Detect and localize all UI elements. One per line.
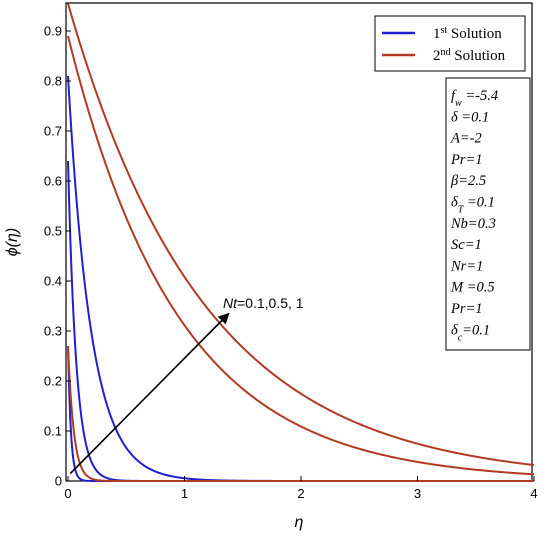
annotation-label: Nt=0.1,0.5, 1 — [223, 295, 304, 311]
x-tick-label: 0 — [64, 486, 71, 501]
y-tick-label: 0.6 — [44, 174, 62, 189]
series-second-solution-line-5 — [67, 35, 535, 476]
curves-group — [67, 3, 535, 482]
parameter-line: Pr=1 — [450, 301, 483, 317]
legend-label-2: 2nd Solution — [433, 47, 506, 65]
legend: 1st Solution 2nd Solution — [374, 15, 526, 72]
y-tick-label: 0.9 — [44, 24, 62, 39]
x-tick-label: 4 — [530, 486, 537, 501]
parameter-line: δ =0.1 — [451, 109, 489, 125]
parameter-line: A=-2 — [450, 131, 482, 147]
x-axis-ticks: 0 1 2 3 4 — [64, 476, 538, 501]
y-tick-label: 0.7 — [44, 124, 62, 139]
y-tick-label: 0 — [55, 474, 62, 489]
y-axis-ticks: 0 0.1 0.2 0.3 0.4 0.5 0.6 0.7 0.8 0.9 — [44, 24, 71, 489]
parameter-line: δc=0.1 — [451, 322, 490, 343]
parameter-line: δT =0.1 — [451, 195, 495, 216]
y-tick-label: 0.1 — [44, 424, 62, 439]
x-axis-title: η — [295, 514, 304, 531]
legend-box — [374, 15, 526, 72]
x-tick-label: 1 — [181, 486, 188, 501]
x-tick-label: 3 — [414, 486, 421, 501]
parameters-box: fw =-5.4δ =0.1 A=-2 Pr=1 β=2.5 δT =0.1Nb=0.3… — [445, 77, 531, 351]
y-tick-label: 0.2 — [44, 374, 62, 389]
parameter-line: Nb=0.3 — [450, 216, 496, 232]
y-tick-label: 0.3 — [44, 324, 62, 339]
annotation-arrow — [69, 312, 230, 475]
parameter-line: β=2.5 — [450, 173, 486, 189]
parameter-line: Pr=1 — [450, 152, 483, 168]
parameter-line: M =0.5 — [450, 280, 495, 296]
parameters-frame — [445, 77, 531, 351]
parameter-lines: fw =-5.4δ =0.1 A=-2 Pr=1 β=2.5 δT =0.1Nb=0.3… — [450, 88, 498, 343]
parameter-line: Nr=1 — [450, 258, 483, 274]
parameter-line: fw =-5.4 — [451, 88, 498, 109]
x-tick-label: 2 — [297, 486, 304, 501]
y-tick-label: 0.4 — [44, 274, 62, 289]
parameter-line: Sc=1 — [451, 237, 482, 253]
series-second-solution-line-6 — [67, 3, 535, 467]
y-tick-label: 0.5 — [44, 224, 62, 239]
legend-label-1: 1st Solution — [433, 25, 502, 43]
y-tick-label: 0.8 — [44, 74, 62, 89]
y-axis-title: ϕ(η) — [4, 228, 21, 256]
